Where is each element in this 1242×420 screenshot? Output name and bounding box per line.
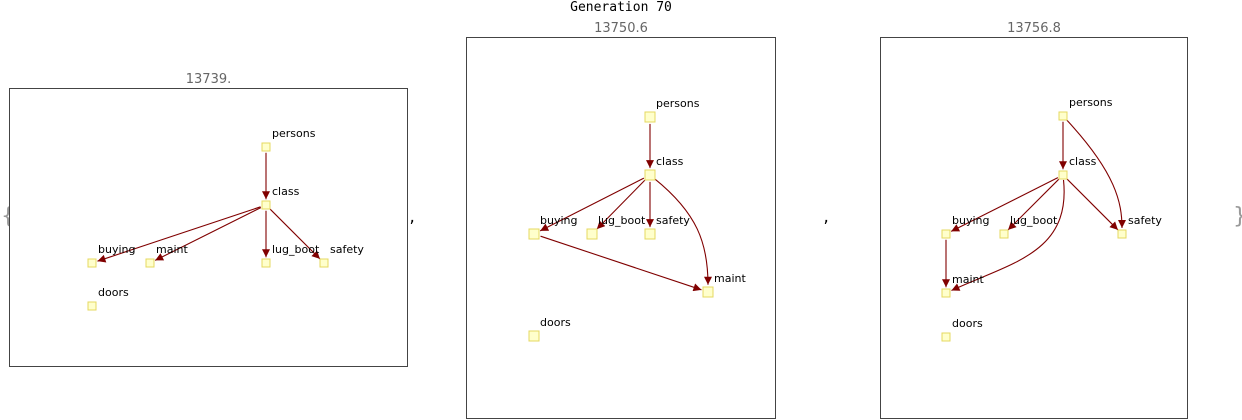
graph-1-edge-class-to-maint xyxy=(154,207,262,261)
graph-3-node-class xyxy=(1058,170,1068,180)
graph-3-node-doors xyxy=(941,332,951,342)
graph-1-panel: persons class buying maint lug_boot safety doo… xyxy=(9,88,408,367)
graph-1-label-buying: buying xyxy=(98,243,135,256)
graph-2-network: persons class buying lug_boot safety maint doo… xyxy=(528,97,746,342)
graph-1-label-doors: doors xyxy=(98,286,129,299)
graph-3-edge-persons-to-safety xyxy=(1066,119,1126,229)
graph-3-node-persons xyxy=(1058,111,1068,121)
graph-2-edge-class-to-maint xyxy=(654,178,712,285)
graph-2-label-persons: persons xyxy=(656,97,700,110)
graph-2-node-buying xyxy=(528,228,540,240)
graph-1-node-safety xyxy=(319,258,329,268)
graph-3-panel: persons class buying lug_boot safety maint doo… xyxy=(880,37,1188,419)
graph-3-node-buying xyxy=(941,229,951,239)
generation-title: Generation 70 xyxy=(570,0,672,15)
graph-2-node-persons xyxy=(644,111,656,123)
graph-1-node-lug-boot xyxy=(261,258,271,268)
graph-1-label-safety: safety xyxy=(330,243,364,256)
graph-1-node-doors xyxy=(87,301,97,311)
graph-2-node-class xyxy=(644,169,656,181)
graph-3-label-class: class xyxy=(1069,155,1097,168)
graph-3-score: 13756.8 xyxy=(1007,21,1061,36)
separator-comma-2: , xyxy=(822,210,831,226)
graph-2-label-buying: buying xyxy=(540,214,577,227)
graph-1-label-class: class xyxy=(272,185,300,198)
graph-2-label-lug-boot: lug_boot xyxy=(598,214,646,227)
graph-2-edge-buying-to-maint xyxy=(540,235,702,292)
graph-2-node-safety xyxy=(644,228,656,240)
graph-3-label-doors: doors xyxy=(952,317,983,330)
graph-1-node-maint xyxy=(145,258,155,268)
graph-1-node-class xyxy=(261,200,271,210)
graph-3-edge-class-to-maint xyxy=(951,179,1065,291)
graph-3-label-maint: maint xyxy=(952,273,984,286)
graph-2-label-doors: doors xyxy=(540,316,571,329)
graph-3-label-safety: safety xyxy=(1128,214,1162,227)
graph-3-node-safety xyxy=(1117,229,1127,239)
graph-3-node-maint xyxy=(941,288,951,298)
graph-2-score: 13750.6 xyxy=(594,21,648,36)
graph-1-label-maint: maint xyxy=(156,243,188,256)
graph-1-node-persons xyxy=(261,142,271,152)
graph-2-label-maint: maint xyxy=(714,272,746,285)
graph-2-label-safety: safety xyxy=(656,214,690,227)
graph-3-label-persons: persons xyxy=(1069,96,1113,109)
graph-1-edge-class-to-buying xyxy=(97,206,261,263)
graph-2-edge-class-to-lug-boot xyxy=(596,179,646,230)
graph-2-node-doors xyxy=(528,330,540,342)
graph-3-edge-class-to-lug-boot xyxy=(1007,178,1060,231)
graph-2-panel: persons class buying lug_boot safety maint doo… xyxy=(466,37,776,419)
graph-3-edge-class-to-buying xyxy=(950,177,1059,232)
graph-1-network: persons class buying maint lug_boot safety doo… xyxy=(87,127,364,311)
graph-3-node-lug-boot xyxy=(999,229,1009,239)
graph-2-edge-class-to-buying xyxy=(539,177,645,232)
graph-1-label-lug-boot: lug_boot xyxy=(272,243,320,256)
graph-1-node-buying xyxy=(87,258,97,268)
graph-2-node-lug-boot xyxy=(586,228,598,240)
graph-3-label-lug-boot: lug_boot xyxy=(1010,214,1058,227)
graph-2-label-class: class xyxy=(656,155,684,168)
graph-3-edge-class-to-safety xyxy=(1066,178,1119,231)
graph-1-score: 13739. xyxy=(185,72,232,87)
graph-2-node-maint xyxy=(702,286,714,298)
graph-3-network: persons class buying lug_boot safety maint doo… xyxy=(941,96,1162,342)
graph-1-edge-class-to-safety xyxy=(269,208,321,260)
close-brace: } xyxy=(1233,205,1242,229)
separator-comma-1: , xyxy=(408,210,417,226)
graph-1-label-persons: persons xyxy=(272,127,316,140)
graph-3-label-buying: buying xyxy=(952,214,989,227)
